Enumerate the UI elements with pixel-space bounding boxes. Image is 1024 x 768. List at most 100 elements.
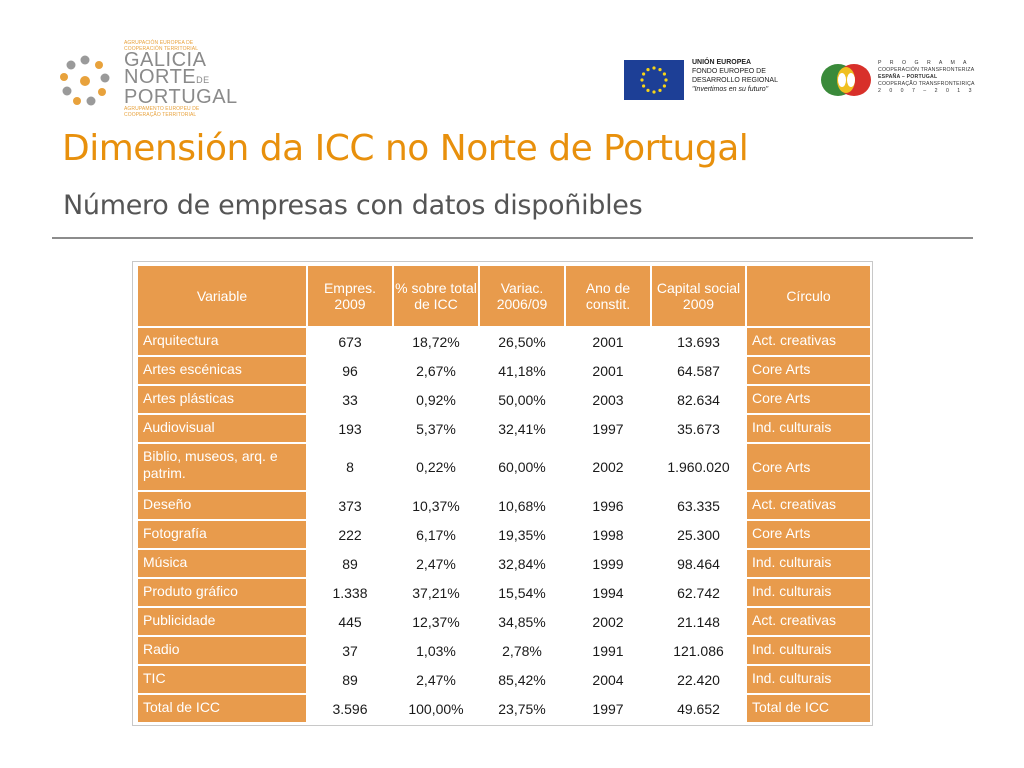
value-cell: 26,50%	[479, 327, 565, 356]
circulo-cell: Act. creativas	[746, 327, 871, 356]
page-subtitle: Número de empresas con datos dispoñibles	[63, 190, 642, 221]
value-cell: 63.335	[651, 491, 746, 520]
table-row: Arquitectura 673 18,72% 26,50% 2001 13.693 Act…	[137, 327, 871, 356]
header-capital: Capital social 2009	[651, 265, 746, 327]
circulo-cell: Act. creativas	[746, 491, 871, 520]
eu-line: DESARROLLO REGIONAL	[692, 76, 778, 85]
eu-line: "Invertimos en su futuro"	[692, 85, 778, 94]
value-cell: 49.652	[651, 694, 746, 723]
circulo-cell: Ind. culturais	[746, 414, 871, 443]
table-header-row: Variable Empres. 2009% sobre total de ICC…	[137, 265, 871, 327]
variable-cell: Arquitectura	[137, 327, 307, 356]
logo-word-de: DE	[196, 75, 210, 85]
value-cell: 1.960.020	[651, 443, 746, 491]
table-row: TIC 89 2,47% 85,42% 2004 22.420 Ind. culturais	[137, 665, 871, 694]
variable-cell: TIC	[137, 665, 307, 694]
logo-wordmark: AGRUPACIÓN EUROPEA DE COOPERACIÓN TERRIT…	[124, 40, 239, 118]
variable-cell: Publicidade	[137, 607, 307, 636]
value-cell: 373	[307, 491, 393, 520]
eu-feder-logo: UNIÓN EUROPEA FONDO EUROPEO DE DESARROLL…	[624, 58, 804, 102]
value-cell: 1998	[565, 520, 651, 549]
eu-flag-icon	[624, 60, 684, 100]
variable-cell: Artes escénicas	[137, 356, 307, 385]
table-row: Artes escénicas 96 2,67% 41,18% 2001 64.587 Co…	[137, 356, 871, 385]
circulo-cell: Ind. culturais	[746, 549, 871, 578]
variable-cell: Radio	[137, 636, 307, 665]
table-row: Total de ICC 3.596 100,00% 23,75% 1997 49.652…	[137, 694, 871, 723]
value-cell: 2002	[565, 443, 651, 491]
value-cell: 98.464	[651, 549, 746, 578]
value-cell: 82.634	[651, 385, 746, 414]
value-cell: 1,03%	[393, 636, 479, 665]
table-row: Biblio, museos, arq. e patrim. 8 0,22% 60,0…	[137, 443, 871, 491]
value-cell: 2004	[565, 665, 651, 694]
value-cell: 19,35%	[479, 520, 565, 549]
circulo-cell: Core Arts	[746, 356, 871, 385]
poctep-line: COOPERACIÓN TRANSFRONTERIZA	[878, 67, 975, 74]
value-cell: 60,00%	[479, 443, 565, 491]
value-cell: 50,00%	[479, 385, 565, 414]
value-cell: 96	[307, 356, 393, 385]
value-cell: 64.587	[651, 356, 746, 385]
value-cell: 2,78%	[479, 636, 565, 665]
value-cell: 10,37%	[393, 491, 479, 520]
value-cell: 25.300	[651, 520, 746, 549]
value-cell: 2,47%	[393, 549, 479, 578]
poctep-emblem-icon	[818, 58, 874, 102]
value-cell: 21.148	[651, 607, 746, 636]
value-cell: 32,41%	[479, 414, 565, 443]
value-cell: 35.673	[651, 414, 746, 443]
value-cell: 193	[307, 414, 393, 443]
variable-cell: Artes plásticas	[137, 385, 307, 414]
table-row: Fotografía 222 6,17% 19,35% 1998 25.300 Core A…	[137, 520, 871, 549]
value-cell: 62.742	[651, 578, 746, 607]
page-title: Dimensión da ICC no Norte de Portugal	[62, 128, 748, 169]
header-percent: % sobre total de ICC	[393, 265, 479, 327]
value-cell: 1999	[565, 549, 651, 578]
table-row: Radio 37 1,03% 2,78% 1991 121.086 Ind. cultura…	[137, 636, 871, 665]
header-variable: Variable	[137, 265, 307, 327]
value-cell: 121.086	[651, 636, 746, 665]
logo-small-text: COOPERAÇÃO TERRITORIAL	[124, 112, 239, 118]
value-cell: 1991	[565, 636, 651, 665]
value-cell: 85,42%	[479, 665, 565, 694]
poctep-line: P R O G R A M A	[878, 60, 975, 67]
dots-circle-icon	[58, 54, 112, 108]
logo-word-portugal: PORTUGAL	[124, 89, 239, 106]
logo-word-norte-text: NORTE	[124, 66, 196, 88]
circulo-cell: Ind. culturais	[746, 578, 871, 607]
circulo-cell: Act. creativas	[746, 607, 871, 636]
variable-cell: Biblio, museos, arq. e patrim.	[137, 443, 307, 491]
poctep-line: ESPAÑA – PORTUGAL	[878, 74, 975, 81]
value-cell: 100,00%	[393, 694, 479, 723]
table-row: Deseño 373 10,37% 10,68% 1996 63.335 Act. crea…	[137, 491, 871, 520]
value-cell: 0,92%	[393, 385, 479, 414]
value-cell: 15,54%	[479, 578, 565, 607]
header-variacion: Variac. 2006/09	[479, 265, 565, 327]
value-cell: 1997	[565, 694, 651, 723]
poctep-line: 2 0 0 7 – 2 0 1 3	[878, 88, 975, 95]
poctep-text: P R O G R A M A COOPERACIÓN TRANSFRONTER…	[878, 60, 975, 95]
variable-cell: Total de ICC	[137, 694, 307, 723]
variable-cell: Deseño	[137, 491, 307, 520]
table-row: Publicidade 445 12,37% 34,85% 2002 21.148 Act.…	[137, 607, 871, 636]
table-row: Música 89 2,47% 32,84% 1999 98.464 Ind. cultur…	[137, 549, 871, 578]
header-circulo: Círculo	[746, 265, 871, 327]
value-cell: 22.420	[651, 665, 746, 694]
value-cell: 37	[307, 636, 393, 665]
circulo-cell: Core Arts	[746, 520, 871, 549]
value-cell: 1.338	[307, 578, 393, 607]
value-cell: 2,47%	[393, 665, 479, 694]
value-cell: 2,67%	[393, 356, 479, 385]
eu-line: FONDO EUROPEO DE	[692, 67, 778, 76]
variable-cell: Fotografía	[137, 520, 307, 549]
value-cell: 89	[307, 549, 393, 578]
value-cell: 23,75%	[479, 694, 565, 723]
poctep-line: COOPERAÇÃO TRANSFRONTEIRIÇA	[878, 81, 975, 88]
value-cell: 13.693	[651, 327, 746, 356]
circulo-cell: Core Arts	[746, 443, 871, 491]
variable-cell: Produto gráfico	[137, 578, 307, 607]
variable-cell: Música	[137, 549, 307, 578]
header-empresas: Empres. 2009	[307, 265, 393, 327]
table-row: Artes plásticas 33 0,92% 50,00% 2003 82.634 Co…	[137, 385, 871, 414]
